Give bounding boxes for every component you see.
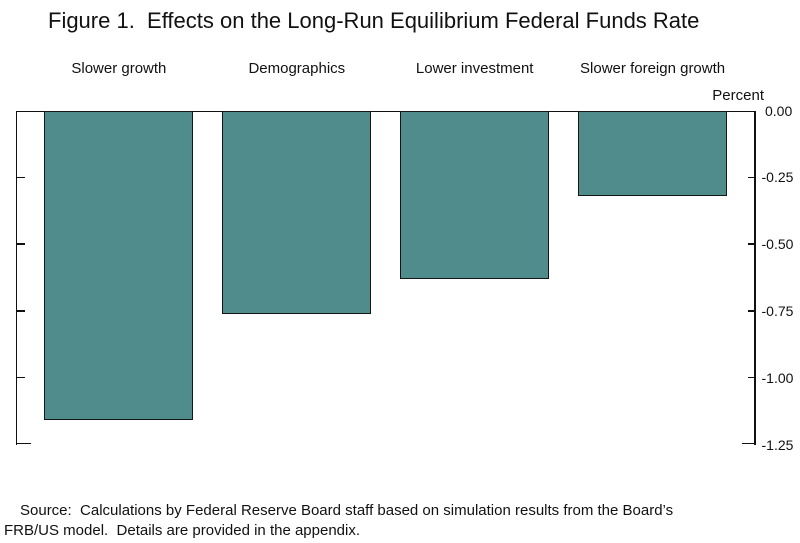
category-label: Slower growth <box>71 60 167 77</box>
source-note: Source: Calculations by Federal Reserve … <box>4 501 673 541</box>
y-tick-label: -1.00 <box>761 369 794 386</box>
y-tick-right <box>747 176 755 179</box>
y-tick-label: -1.25 <box>761 436 794 453</box>
bar-slower-growth <box>44 110 194 421</box>
axis-foot-right <box>742 442 756 445</box>
category-label: Lower investment <box>415 60 534 77</box>
y-tick-label: 0.00 <box>765 102 793 119</box>
y-axis-left <box>15 110 18 445</box>
y-axis-right <box>754 110 756 445</box>
figure-title: Figure 1. Effects on the Long-Run Equili… <box>48 8 700 33</box>
axis-foot-left <box>15 442 31 445</box>
bar-slower-foreign-growth <box>578 110 728 196</box>
y-tick-right <box>747 310 755 312</box>
zero-line-top <box>15 110 756 113</box>
y-axis-unit-label: Percent <box>712 87 764 104</box>
y-tick-label: -0.75 <box>761 302 794 319</box>
source-note-line-2: FRB/US model. Details are provided in th… <box>4 522 361 539</box>
y-tick-right <box>747 376 755 379</box>
y-tick-left <box>17 310 26 312</box>
y-tick-left <box>17 176 26 179</box>
bar-lower-investment <box>400 110 550 279</box>
category-label: Demographics <box>248 60 346 77</box>
y-tick-left <box>17 243 26 245</box>
y-tick-left <box>17 376 26 379</box>
y-tick-right <box>747 243 755 245</box>
y-tick-label: -0.25 <box>761 169 794 186</box>
category-label: Slower foreign growth <box>580 60 726 77</box>
y-tick-label: -0.50 <box>761 236 794 253</box>
source-note-line-1: Source: Calculations by Federal Reserve … <box>20 502 674 519</box>
bar-demographics <box>222 110 372 314</box>
